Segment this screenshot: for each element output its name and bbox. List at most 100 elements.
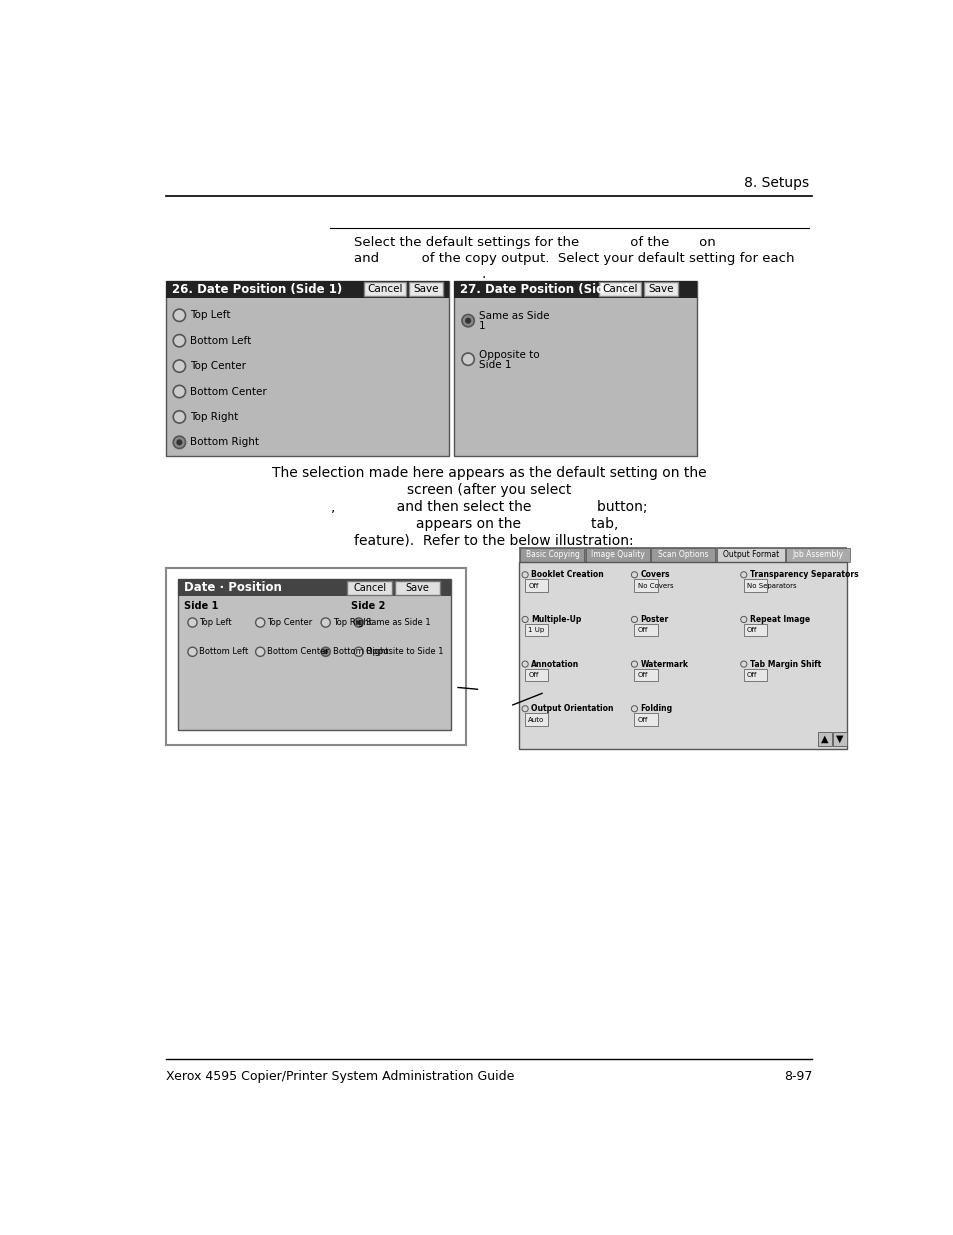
FancyBboxPatch shape (817, 732, 831, 746)
FancyBboxPatch shape (598, 282, 640, 296)
Text: Same as Side: Same as Side (478, 311, 549, 321)
Text: Job Assembly: Job Assembly (792, 551, 842, 559)
Text: Off: Off (746, 627, 757, 634)
Text: Select the default settings for the            of the       on: Select the default settings for the of t… (354, 236, 715, 248)
Circle shape (740, 661, 746, 667)
Circle shape (461, 353, 474, 366)
FancyBboxPatch shape (166, 280, 449, 298)
Text: ,              and then select the               button;: , and then select the button; (331, 500, 646, 514)
Text: screen (after you select: screen (after you select (406, 483, 571, 496)
Text: Output Format: Output Format (721, 551, 778, 559)
Text: Save: Save (405, 583, 429, 593)
FancyBboxPatch shape (634, 668, 657, 680)
Text: 27. Date Position (Side 2): 27. Date Position (Side 2) (460, 283, 630, 295)
FancyBboxPatch shape (585, 548, 649, 562)
FancyBboxPatch shape (634, 579, 657, 592)
Circle shape (321, 647, 330, 656)
Text: Off: Off (528, 583, 538, 589)
Circle shape (173, 335, 185, 347)
FancyBboxPatch shape (832, 732, 846, 746)
Text: Same as Side 1: Same as Side 1 (365, 618, 430, 627)
Text: 1 Up: 1 Up (528, 627, 544, 634)
Text: Repeat Image: Repeat Image (749, 615, 809, 624)
Text: Poster: Poster (640, 615, 668, 624)
Circle shape (631, 661, 637, 667)
Circle shape (631, 705, 637, 711)
Text: Folding: Folding (640, 704, 672, 714)
Text: Output Orientation: Output Orientation (531, 704, 613, 714)
FancyBboxPatch shape (785, 548, 849, 562)
Text: Bottom Center: Bottom Center (267, 647, 329, 656)
Text: Auto: Auto (528, 716, 544, 722)
Circle shape (631, 616, 637, 622)
FancyBboxPatch shape (177, 579, 451, 730)
Text: Cancel: Cancel (601, 284, 637, 294)
Circle shape (740, 616, 746, 622)
Circle shape (631, 572, 637, 578)
FancyBboxPatch shape (524, 714, 548, 726)
FancyBboxPatch shape (177, 579, 451, 597)
Text: Watermark: Watermark (640, 659, 688, 668)
Text: Off: Off (637, 672, 647, 678)
Text: Top Right: Top Right (190, 412, 238, 422)
FancyBboxPatch shape (454, 280, 696, 456)
Text: Xerox 4595 Copier/Printer System Administration Guide: Xerox 4595 Copier/Printer System Adminis… (166, 1070, 514, 1083)
Text: 8-97: 8-97 (783, 1070, 811, 1083)
Text: Off: Off (746, 672, 757, 678)
Text: Top Center: Top Center (267, 618, 312, 627)
Text: ▼: ▼ (836, 734, 842, 743)
Text: Image Quality: Image Quality (590, 551, 644, 559)
Circle shape (356, 620, 361, 625)
Text: Bottom Right: Bottom Right (333, 647, 388, 656)
Text: Bottom Center: Bottom Center (190, 387, 267, 396)
FancyBboxPatch shape (524, 668, 548, 680)
Text: Side 2: Side 2 (351, 600, 385, 610)
Text: Covers: Covers (640, 571, 669, 579)
Circle shape (354, 618, 363, 627)
FancyBboxPatch shape (634, 714, 657, 726)
FancyBboxPatch shape (743, 579, 766, 592)
Text: Scan Options: Scan Options (658, 551, 708, 559)
Circle shape (173, 385, 185, 398)
Text: Side 1: Side 1 (478, 359, 511, 369)
FancyBboxPatch shape (518, 547, 846, 562)
Text: Top Left: Top Left (190, 310, 231, 320)
Circle shape (173, 309, 185, 321)
FancyBboxPatch shape (409, 282, 442, 296)
Text: 26. Date Position (Side 1): 26. Date Position (Side 1) (172, 283, 341, 295)
Text: Booklet Creation: Booklet Creation (531, 571, 603, 579)
Text: .: . (481, 267, 485, 280)
Circle shape (740, 572, 746, 578)
Circle shape (354, 647, 363, 656)
Text: Opposite to Side 1: Opposite to Side 1 (365, 647, 443, 656)
FancyBboxPatch shape (716, 548, 783, 562)
Circle shape (461, 315, 474, 327)
Text: 1: 1 (478, 321, 485, 331)
FancyBboxPatch shape (347, 580, 392, 595)
Circle shape (188, 618, 197, 627)
Text: Top Right: Top Right (333, 618, 372, 627)
Text: appears on the                tab,: appears on the tab, (359, 517, 618, 531)
Text: Tab Margin Shift: Tab Margin Shift (749, 659, 821, 668)
FancyBboxPatch shape (166, 568, 465, 745)
FancyBboxPatch shape (643, 282, 677, 296)
Text: The selection made here appears as the default setting on the: The selection made here appears as the d… (272, 466, 705, 480)
Circle shape (255, 618, 265, 627)
Text: Cancel: Cancel (353, 583, 386, 593)
Text: No Separators: No Separators (746, 583, 796, 589)
Circle shape (521, 661, 528, 667)
Text: Off: Off (637, 716, 647, 722)
Circle shape (321, 618, 330, 627)
Text: 8. Setups: 8. Setups (743, 175, 808, 190)
FancyBboxPatch shape (634, 624, 657, 636)
FancyBboxPatch shape (364, 282, 405, 296)
Circle shape (521, 572, 528, 578)
Text: Multiple-Up: Multiple-Up (531, 615, 581, 624)
Text: Bottom Right: Bottom Right (190, 437, 259, 447)
Text: Basic Copying: Basic Copying (525, 551, 578, 559)
Text: Save: Save (647, 284, 673, 294)
Circle shape (464, 317, 471, 324)
Text: and          of the copy output.  Select your default setting for each: and of the copy output. Select your defa… (354, 252, 794, 264)
FancyBboxPatch shape (395, 580, 439, 595)
Text: No Covers: No Covers (637, 583, 673, 589)
